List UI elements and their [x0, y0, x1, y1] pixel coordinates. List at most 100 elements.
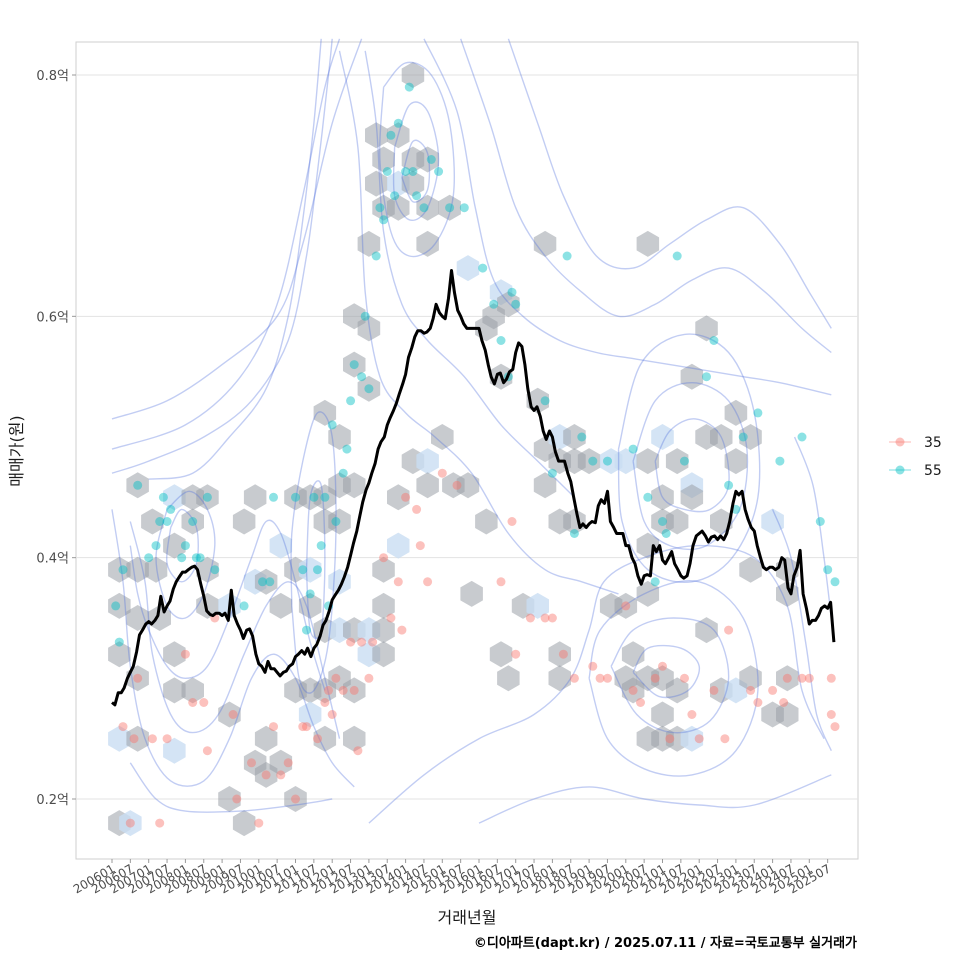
hexbin-cell	[724, 448, 748, 475]
data-point-35	[621, 601, 631, 611]
hexbin-cell	[739, 665, 762, 692]
data-point-55	[305, 589, 315, 599]
data-point-35	[327, 710, 337, 719]
hexbin-cell	[665, 508, 689, 535]
data-point-35	[558, 649, 568, 659]
hexbin-cell	[284, 786, 307, 812]
data-point-55	[797, 432, 807, 442]
data-point-55	[386, 130, 396, 140]
density-contour	[507, 38, 832, 329]
data-point-35	[397, 625, 407, 635]
data-point-35	[680, 673, 689, 683]
data-point-55	[346, 396, 356, 406]
data-point-35	[437, 468, 447, 478]
hexbin-cell	[680, 725, 704, 752]
data-point-35	[353, 746, 363, 756]
hexbin-cell	[254, 725, 278, 752]
hexbin-cell	[126, 725, 149, 752]
hexbin-cell	[372, 641, 395, 668]
data-point-55	[320, 492, 330, 502]
hexbin-cell	[401, 62, 425, 88]
hexbin-cell	[526, 592, 549, 619]
density-contour	[478, 774, 832, 824]
trend-line-layer	[111, 269, 836, 707]
hexbin-cell	[739, 556, 762, 583]
density-contour	[338, 50, 619, 595]
hexbin-cell	[126, 605, 149, 631]
hexbin-cell	[343, 351, 366, 378]
data-point-35	[753, 698, 763, 707]
hexbin-cell	[533, 472, 557, 499]
data-point-35	[349, 685, 359, 695]
data-point-55	[511, 299, 521, 309]
data-point-35	[129, 734, 139, 744]
data-point-35	[511, 649, 521, 659]
hexbin-cell	[196, 484, 219, 511]
legend: 35 55	[889, 435, 942, 479]
hexbin-cell	[254, 568, 278, 595]
data-point-55	[202, 492, 212, 502]
data-point-55	[158, 492, 168, 502]
data-point-55	[375, 203, 385, 213]
hexbin-cell	[497, 665, 520, 692]
hexbin-cell	[372, 592, 395, 619]
data-point-35	[507, 517, 517, 526]
hexbin-cell	[416, 472, 439, 499]
data-point-35	[603, 673, 612, 683]
data-point-55	[815, 517, 825, 526]
density-contour	[364, 50, 575, 498]
data-point-55	[239, 601, 249, 611]
density-contour	[111, 38, 341, 450]
legend-item-35[interactable]: 35	[889, 435, 942, 451]
density-contour	[305, 480, 326, 640]
hexbin-cell	[119, 810, 142, 837]
data-point-35	[768, 685, 778, 695]
hexbin-cell	[218, 786, 241, 812]
data-point-55	[188, 517, 198, 526]
legend-label-55: 55	[924, 463, 942, 479]
data-point-55	[562, 251, 572, 261]
data-point-55	[753, 408, 763, 418]
data-point-55	[118, 565, 128, 575]
data-point-35	[746, 685, 756, 695]
data-point-55	[738, 432, 748, 442]
density-contour	[771, 509, 832, 751]
hexbin-cell	[416, 448, 439, 475]
y-tick-label: 0.6억	[36, 310, 69, 325]
hexbin-cell	[163, 484, 186, 511]
data-point-35	[331, 673, 341, 683]
density-contour	[401, 139, 431, 203]
hexbin-cell	[665, 677, 689, 704]
data-point-35	[830, 722, 840, 732]
y-tick-label: 0.8억	[36, 69, 69, 84]
data-point-35	[650, 673, 660, 683]
hexbin-cell	[548, 641, 571, 668]
hexbin-cell	[724, 399, 748, 426]
data-point-35	[276, 770, 286, 780]
hexbin-cell	[776, 665, 799, 692]
hexbin-cell	[108, 725, 131, 752]
data-point-35	[797, 673, 807, 683]
hexbin-cell	[232, 508, 256, 535]
data-point-35	[595, 673, 605, 683]
hexbin-cell	[431, 424, 454, 450]
hexbin-cell	[387, 532, 410, 559]
hexbin-cell	[343, 725, 366, 752]
data-point-55	[658, 517, 667, 526]
legend-item-55[interactable]: 55	[889, 463, 942, 479]
hexbin-cell	[387, 484, 410, 511]
data-point-35	[302, 722, 311, 732]
data-point-35	[386, 613, 396, 623]
density-contour	[588, 580, 759, 777]
data-point-35	[423, 577, 433, 587]
legend-key-dot-55	[895, 465, 905, 475]
density-contour	[793, 436, 832, 619]
hexbin-cell	[416, 146, 439, 173]
data-point-55	[459, 203, 469, 213]
data-point-55	[823, 565, 833, 575]
hexbin-cell	[313, 725, 337, 752]
data-point-35	[496, 577, 506, 587]
data-point-35	[283, 758, 293, 768]
data-point-35	[346, 637, 356, 647]
data-point-35	[658, 661, 667, 671]
